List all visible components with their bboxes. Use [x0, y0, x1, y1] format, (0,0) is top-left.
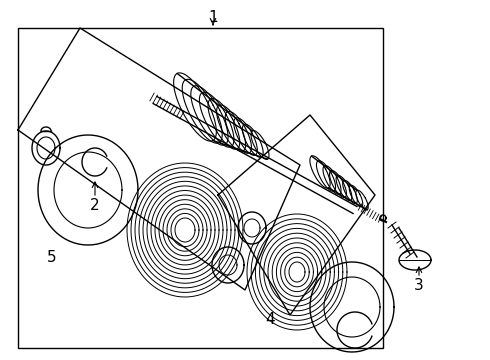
Text: 5: 5: [47, 249, 57, 265]
Text: 4: 4: [265, 312, 275, 328]
Text: 1: 1: [208, 9, 218, 24]
Text: 2: 2: [90, 198, 100, 212]
Bar: [18, 28, 383, 348]
Text: 3: 3: [414, 278, 424, 292]
